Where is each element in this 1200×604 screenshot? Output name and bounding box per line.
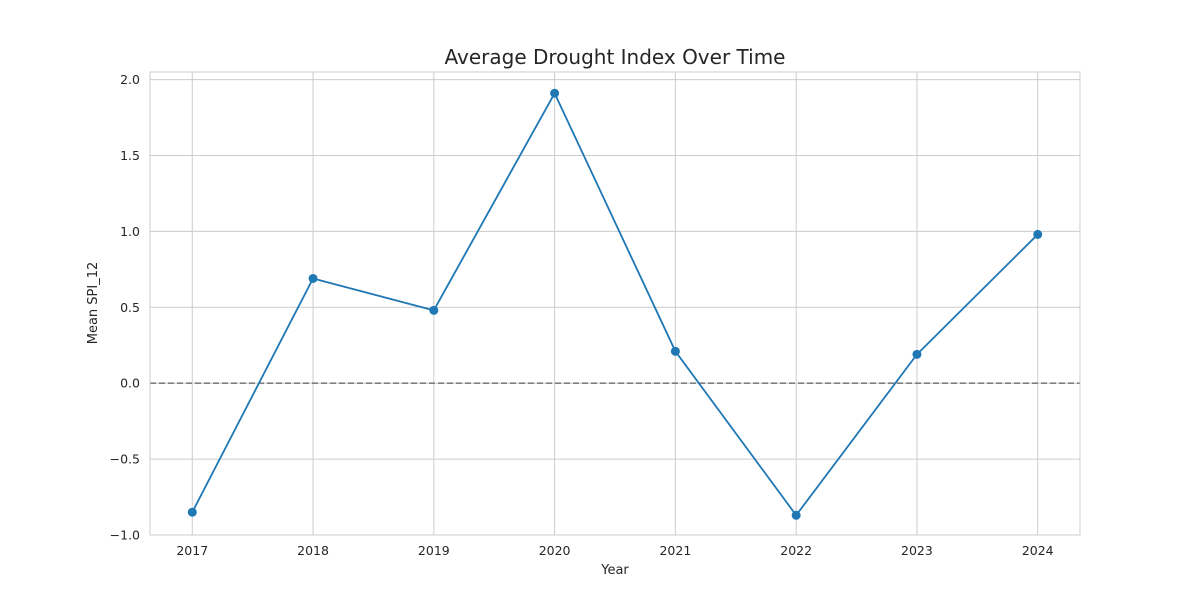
series-line — [191, 92, 1039, 517]
data-point — [791, 510, 801, 520]
y-tick-label: −1.0 — [110, 528, 140, 543]
y-tick-label: 2.0 — [120, 72, 140, 87]
data-point — [670, 346, 680, 356]
x-axis-label: Year — [600, 563, 629, 578]
y-tick-label: 1.5 — [120, 148, 140, 163]
y-tick-label: 1.0 — [120, 224, 140, 239]
data-point — [429, 305, 439, 315]
data-point — [308, 273, 318, 283]
y-tick-label: −0.5 — [110, 452, 140, 467]
data-point — [550, 88, 560, 98]
series-group — [187, 88, 1043, 520]
y-tick-label: 0.5 — [120, 300, 140, 315]
y-axis-label: Mean SPI_12 — [86, 262, 101, 345]
tick-labels: 2017 2018 2019 2020 2021 2022 2023 2024 −1.0 −0.5… — [110, 72, 1054, 558]
x-tick-label: 2024 — [1022, 543, 1054, 558]
y-tick-label: 0.0 — [120, 376, 140, 391]
chart-title: Average Drought Index Over Time — [445, 45, 786, 69]
grid-lines — [150, 72, 1080, 536]
data-point — [912, 349, 922, 359]
x-tick-label: 2020 — [539, 543, 571, 558]
x-tick-label: 2022 — [780, 543, 812, 558]
x-tick-label: 2018 — [297, 543, 329, 558]
x-tick-label: 2021 — [659, 543, 691, 558]
plot-frame — [149, 71, 1081, 536]
x-tick-label: 2017 — [176, 543, 208, 558]
x-tick-label: 2023 — [901, 543, 933, 558]
data-point — [187, 507, 197, 517]
data-point — [1033, 229, 1043, 239]
x-tick-label: 2019 — [418, 543, 450, 558]
